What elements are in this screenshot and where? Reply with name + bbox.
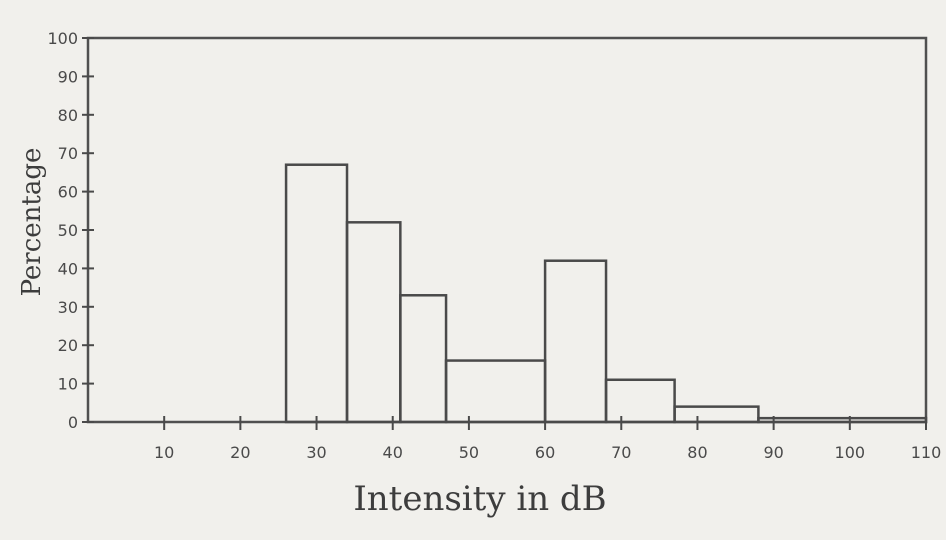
histogram-bar-7 xyxy=(757,416,928,424)
histogram-bar-4 xyxy=(543,259,608,424)
y-tick-label-60: 60 xyxy=(58,183,78,202)
x-axis-ticks: 10 20 30 40 50 60 70 80 90 100 110 xyxy=(154,416,941,462)
y-tick-label-0: 0 xyxy=(68,413,78,432)
histogram-bar-3 xyxy=(444,359,547,424)
y-tick-label-80: 80 xyxy=(58,106,78,125)
y-tick-label-100: 100 xyxy=(47,29,78,48)
plot-frame xyxy=(86,36,928,424)
y-tick-label-90: 90 xyxy=(58,67,78,86)
x-tick-label-50: 50 xyxy=(459,443,479,462)
y-axis-title: Percentage xyxy=(17,148,47,297)
x-tick-label-80: 80 xyxy=(687,443,707,462)
histogram-bar-6 xyxy=(673,405,760,424)
histogram-bar-5 xyxy=(604,378,676,424)
x-tick-label-30: 30 xyxy=(306,443,326,462)
histogram-bar-2 xyxy=(399,294,448,424)
y-tick-label-30: 30 xyxy=(58,298,78,317)
x-axis-title: Intensity in dB xyxy=(353,479,606,519)
x-tick-label-110: 110 xyxy=(911,443,942,462)
x-tick-label-10: 10 xyxy=(154,443,174,462)
histogram-bar-0 xyxy=(284,163,349,424)
y-axis-ticks: 0 10 20 30 40 50 60 70 80 90 100 xyxy=(47,29,94,432)
x-tick-label-90: 90 xyxy=(763,443,783,462)
x-tick-label-20: 20 xyxy=(230,443,250,462)
y-tick-label-40: 40 xyxy=(58,259,78,278)
x-tick-label-40: 40 xyxy=(383,443,403,462)
histogram-bar-1 xyxy=(345,221,402,424)
y-tick-label-10: 10 xyxy=(58,375,78,394)
x-tick-label-70: 70 xyxy=(611,443,631,462)
y-tick-label-70: 70 xyxy=(58,144,78,163)
y-tick-label-20: 20 xyxy=(58,336,78,355)
x-tick-label-60: 60 xyxy=(535,443,555,462)
x-tick-label-100: 100 xyxy=(835,443,866,462)
y-tick-label-50: 50 xyxy=(58,221,78,240)
histogram-bars xyxy=(284,163,928,424)
